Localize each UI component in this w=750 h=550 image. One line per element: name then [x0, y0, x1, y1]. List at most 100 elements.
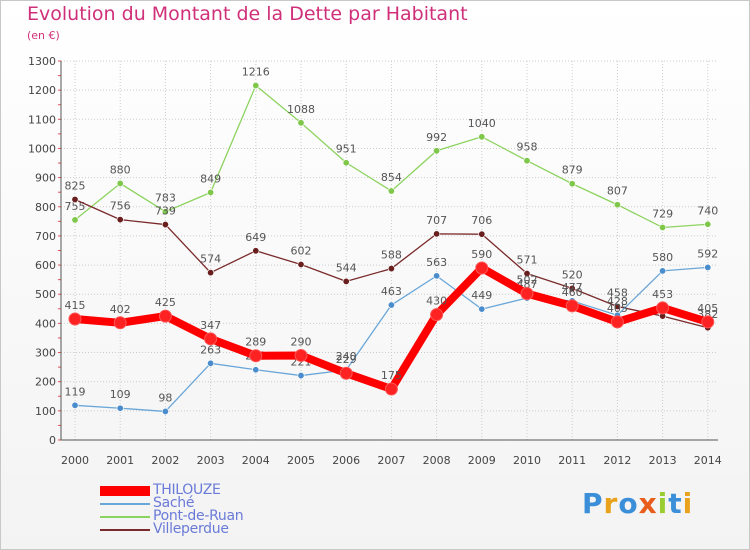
data-point-pont-de-ruan [297, 119, 305, 127]
y-tick-label: 600 [35, 259, 56, 272]
data-label-pont-de-ruan: 1216 [242, 65, 270, 78]
x-tick-label: 2003 [197, 454, 225, 467]
data-point-villeperdue [613, 302, 621, 310]
data-point-villeperdue [116, 216, 124, 224]
data-point-thilouze [384, 382, 398, 396]
y-tick-label: 700 [35, 230, 56, 243]
data-label-villeperdue: 571 [517, 254, 538, 267]
data-label-thilouze: 402 [110, 303, 131, 316]
data-label-pont-de-ruan: 992 [426, 131, 447, 144]
y-tick-label: 900 [35, 172, 56, 185]
data-label-pont-de-ruan: 951 [336, 143, 357, 156]
data-point-thilouze [475, 261, 489, 275]
logo-letter: P [582, 487, 604, 520]
data-label-sach-: 477 [562, 281, 583, 294]
x-tick-label: 2008 [423, 454, 451, 467]
legend-label-thilouze: THILOUZE [153, 482, 221, 498]
data-label-sach-: 580 [652, 251, 673, 264]
data-point-villeperdue [342, 277, 350, 285]
proxiti-logo: Proxiti [582, 487, 693, 520]
data-label-pont-de-ruan: 807 [607, 185, 628, 198]
data-label-sach-: 98 [158, 391, 172, 404]
data-label-villeperdue: 756 [110, 200, 131, 213]
data-point-villeperdue [71, 195, 79, 203]
data-point-pont-de-ruan [433, 147, 441, 155]
data-point-thilouze [520, 287, 534, 301]
x-tick-label: 2011 [558, 454, 586, 467]
x-tick-label: 2005 [287, 454, 315, 467]
data-label-thilouze: 229 [336, 353, 357, 366]
data-point-villeperdue [387, 265, 395, 273]
data-label-sach-: 119 [65, 385, 86, 398]
data-point-villeperdue [523, 270, 531, 278]
data-label-sach-: 592 [697, 247, 718, 260]
data-label-thilouze: 590 [471, 248, 492, 261]
y-tick-label: 0 [49, 434, 56, 447]
data-point-pont-de-ruan [207, 188, 215, 196]
data-point-thilouze [249, 349, 263, 363]
legend-swatch-sach- [100, 503, 150, 505]
data-label-villeperdue: 739 [155, 205, 176, 218]
data-point-thilouze [294, 348, 308, 362]
data-label-thilouze: 425 [155, 296, 176, 309]
data-label-villeperdue: 649 [245, 231, 266, 244]
logo-letter: t [668, 487, 683, 520]
data-label-thilouze: 453 [652, 288, 673, 301]
data-point-thilouze [430, 308, 444, 322]
data-label-thilouze: 502 [517, 274, 538, 287]
data-point-villeperdue [433, 230, 441, 238]
data-label-thilouze: 415 [65, 299, 86, 312]
data-label-villeperdue: 825 [65, 179, 86, 192]
data-point-pont-de-ruan [342, 159, 350, 167]
data-label-pont-de-ruan: 740 [697, 204, 718, 217]
data-label-sach-: 263 [200, 343, 221, 356]
logo-letter: r [603, 487, 619, 520]
y-tick-label: 1000 [28, 142, 56, 155]
data-label-pont-de-ruan: 1040 [468, 117, 496, 130]
y-tick-label: 800 [35, 201, 56, 214]
data-label-sach-: 428 [607, 295, 628, 308]
data-point-villeperdue [161, 221, 169, 229]
data-point-thilouze [701, 315, 715, 329]
data-point-sach- [116, 404, 124, 412]
data-label-thilouze: 430 [426, 295, 447, 308]
data-label-thilouze: 460 [562, 286, 583, 299]
data-label-sach-: 563 [426, 256, 447, 269]
y-tick-label: 1200 [28, 84, 56, 97]
data-label-pont-de-ruan: 958 [517, 141, 538, 154]
logo-letter: o [618, 487, 639, 520]
data-point-sach- [387, 301, 395, 309]
data-point-pont-de-ruan [71, 216, 79, 224]
data-label-villeperdue: 544 [336, 261, 357, 274]
data-point-thilouze [565, 299, 579, 313]
data-point-thilouze [204, 332, 218, 346]
data-point-sach- [433, 272, 441, 280]
data-label-sach-: 240 [336, 350, 357, 363]
data-label-villeperdue: 588 [381, 249, 402, 262]
x-tick-label: 2012 [603, 454, 631, 467]
logo-letter: i [657, 487, 669, 520]
y-tick-label: 1100 [28, 113, 56, 126]
legend-label-pont-de-ruan: Pont-de-Ruan [153, 508, 244, 524]
data-point-thilouze [158, 309, 172, 323]
data-label-sach-: 463 [381, 285, 402, 298]
data-point-thilouze [113, 316, 127, 330]
legend-swatch-pont-de-ruan [100, 516, 150, 518]
data-point-thilouze [656, 301, 670, 315]
data-point-sach- [297, 372, 305, 380]
data-label-villeperdue: 706 [471, 214, 492, 227]
data-point-sach- [161, 407, 169, 415]
data-label-thilouze: 347 [200, 319, 221, 332]
x-tick-label: 2000 [61, 454, 89, 467]
data-point-sach- [478, 305, 486, 313]
data-point-villeperdue [297, 260, 305, 268]
x-tick-label: 2010 [513, 454, 541, 467]
legend-label-sach-: Saché [153, 495, 195, 511]
y-tick-label: 300 [35, 347, 56, 360]
data-point-thilouze [68, 312, 82, 326]
data-point-pont-de-ruan [659, 223, 667, 231]
data-point-pont-de-ruan [387, 187, 395, 195]
data-point-villeperdue [478, 230, 486, 238]
